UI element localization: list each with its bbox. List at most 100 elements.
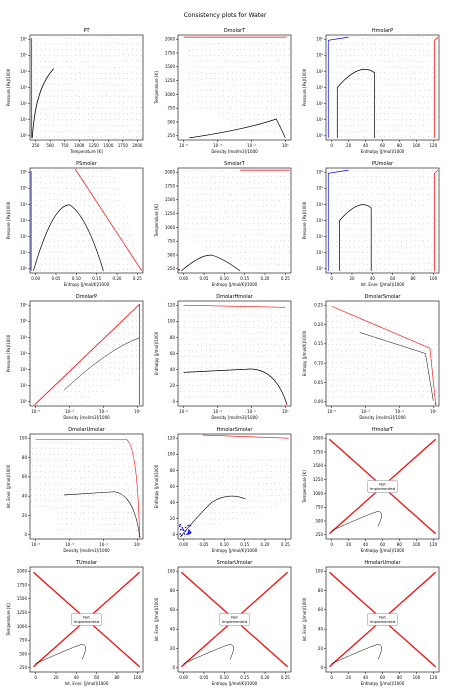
data-point: [179, 397, 181, 398]
data-point: [71, 49, 72, 51]
data-point: [35, 205, 37, 206]
data-point: [210, 385, 211, 386]
x-axis-label: Entropy [J/mol/K]/1000: [212, 282, 258, 287]
data-point: [70, 390, 72, 392]
data-point: [267, 113, 268, 115]
data-point: [388, 37, 389, 38]
data-point: [71, 263, 72, 265]
data-point: [218, 356, 220, 358]
data-point: [219, 506, 220, 507]
data-point: [79, 403, 81, 404]
data-point: [419, 119, 420, 120]
data-point: [84, 477, 85, 478]
data-point: [75, 95, 77, 96]
data-point: [249, 477, 250, 479]
data-point: [253, 374, 255, 375]
data-point: [257, 246, 259, 248]
data-point: [75, 60, 76, 62]
data-point: [71, 78, 72, 79]
data-point: [240, 95, 241, 97]
data-point: [227, 205, 228, 207]
data-point: [392, 55, 394, 57]
y-tick-label: 20: [170, 383, 176, 388]
data-point: [136, 512, 137, 514]
data-point: [96, 523, 98, 525]
data-point: [62, 187, 64, 189]
data-point: [58, 176, 59, 178]
data-point: [193, 315, 195, 316]
data-point: [340, 373, 342, 375]
data-point: [101, 442, 103, 444]
data-point: [241, 512, 242, 513]
data-point: [105, 471, 106, 472]
data-point: [100, 73, 102, 74]
data-point: [336, 343, 337, 345]
data-point: [371, 113, 372, 115]
data-point: [36, 102, 37, 103]
data-point: [70, 199, 72, 201]
data-point: [236, 66, 238, 68]
data-point: [380, 84, 381, 85]
data-point: [188, 466, 190, 467]
data-point: [127, 216, 129, 218]
data-point: [240, 350, 242, 352]
data-point: [270, 228, 272, 230]
data-point: [401, 379, 403, 380]
data-point: [196, 187, 198, 189]
data-point: [436, 373, 437, 374]
y-tick-label: 250: [19, 665, 27, 670]
data-point: [345, 246, 346, 248]
y-tick-label: 20: [170, 646, 176, 651]
data-point: [427, 247, 429, 248]
data-point: [401, 338, 403, 339]
data-point: [336, 315, 337, 316]
data-point: [288, 223, 289, 224]
data-point: [275, 182, 277, 183]
data-point: [284, 182, 285, 183]
data-point: [283, 246, 285, 248]
data-point: [71, 454, 72, 455]
data-point: [414, 385, 415, 386]
data-point: [279, 246, 280, 248]
data-point: [327, 338, 328, 340]
data-point: [288, 43, 290, 44]
data-point: [215, 188, 216, 189]
data-point: [214, 391, 215, 392]
data-point: [280, 321, 281, 322]
data-point: [201, 188, 202, 189]
data-point: [32, 465, 33, 466]
data-point: [188, 90, 189, 92]
data-point: [380, 263, 382, 265]
data-point: [401, 240, 402, 242]
data-point: [375, 258, 376, 259]
y-tick-label: 10⁰: [20, 399, 27, 404]
data-point: [262, 327, 264, 328]
data-point: [353, 95, 354, 97]
data-point: [244, 171, 246, 172]
data-point: [419, 396, 420, 398]
data-point: [79, 448, 81, 449]
data-point: [336, 125, 337, 127]
data-point: [223, 101, 224, 103]
data-point: [75, 506, 76, 507]
data-point: [410, 362, 411, 363]
data-point: [219, 246, 221, 247]
data-point: [410, 391, 412, 392]
data-point: [54, 199, 55, 200]
x-tick-label: 0: [330, 276, 333, 281]
y-tick-label: 100: [19, 436, 27, 441]
data-point: [280, 234, 281, 236]
data-point: [240, 466, 242, 467]
data-point: [45, 182, 46, 184]
data-point: [427, 240, 428, 242]
data-point: [101, 529, 102, 531]
data-point: [206, 350, 207, 351]
data-point: [193, 228, 194, 230]
data-point: [201, 176, 203, 178]
x-tick-label: 0.25: [133, 276, 142, 281]
data-point: [201, 471, 203, 472]
data-point: [101, 494, 102, 496]
data-point: [141, 453, 142, 455]
data-point: [100, 379, 102, 381]
data-point: [249, 309, 250, 310]
